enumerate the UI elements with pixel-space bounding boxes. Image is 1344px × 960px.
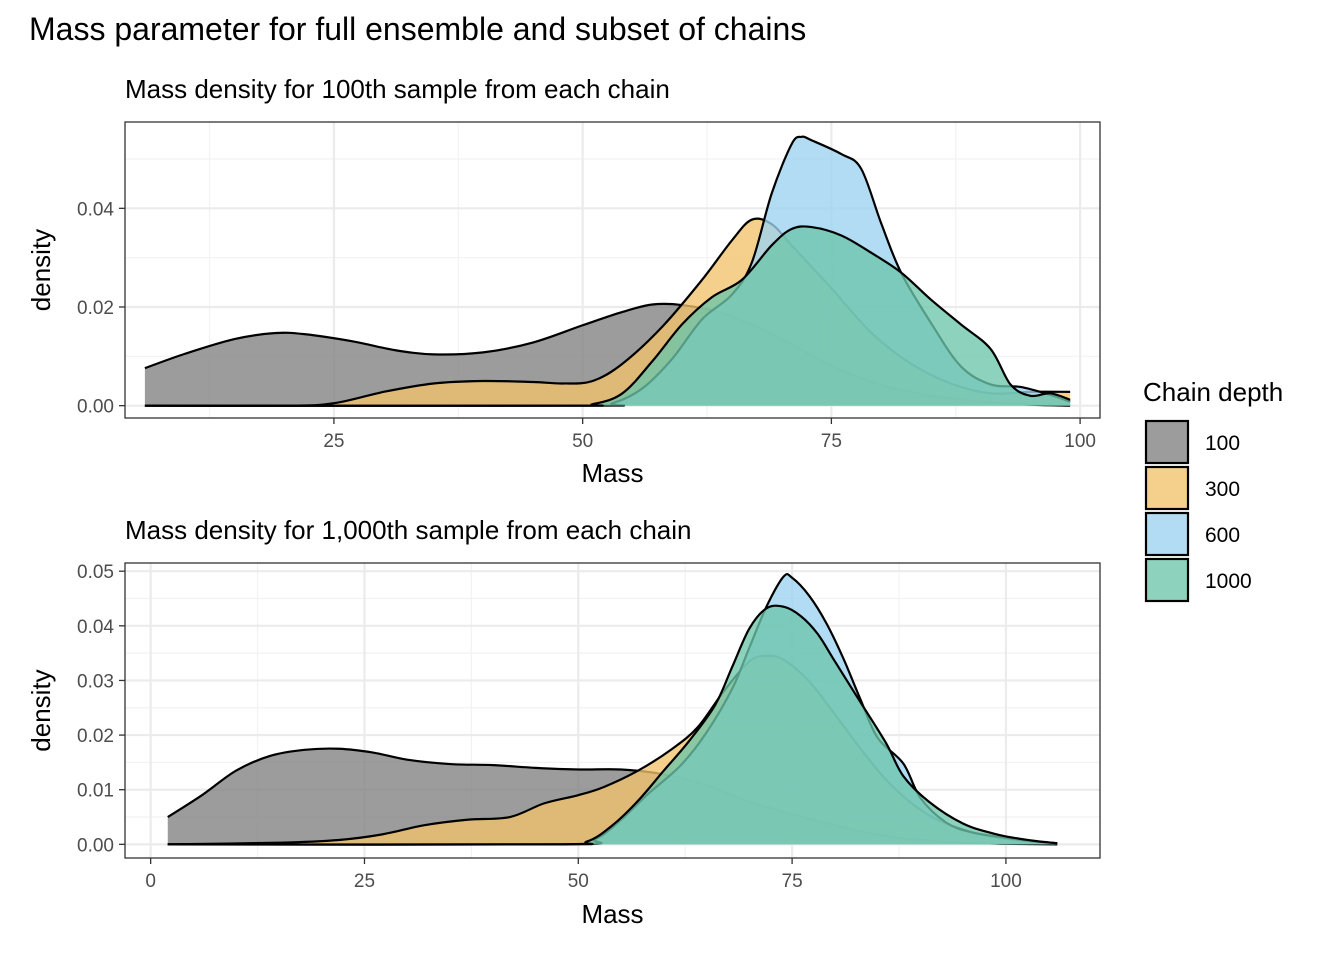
- x-tick-label: 25: [354, 871, 375, 892]
- x-tick-label: 100: [990, 871, 1022, 892]
- legend-key-600: [1144, 511, 1190, 557]
- x-tick-label: 50: [572, 431, 593, 452]
- x-tick-label: 75: [782, 871, 803, 892]
- panel-border: [124, 562, 1101, 859]
- panel-top: Mass density for 100th sample from each …: [26, 74, 1101, 488]
- x-axis-title: Mass: [581, 899, 643, 929]
- legend-key-1000: [1144, 557, 1190, 603]
- x-tick-label: 0: [145, 871, 156, 892]
- legend-label-300: 300: [1205, 478, 1240, 501]
- y-tick-label: 0.02: [77, 726, 114, 747]
- legend-key-300: [1144, 465, 1190, 511]
- figure-title: Mass parameter for full ensemble and sub…: [29, 11, 806, 47]
- y-axis-title: density: [26, 669, 56, 751]
- legend-label-1000: 1000: [1205, 570, 1252, 593]
- legend-title: Chain depth: [1143, 377, 1283, 407]
- legend-label-600: 600: [1205, 524, 1240, 547]
- density-line-1000: [144, 225, 1071, 407]
- y-tick-label: 0.04: [77, 617, 114, 638]
- panel-border: [124, 121, 1101, 419]
- legend-label-100: 100: [1205, 432, 1240, 455]
- y-tick-label: 0.05: [77, 562, 114, 583]
- x-tick-label: 50: [568, 871, 589, 892]
- x-tick-label: 25: [323, 431, 344, 452]
- panel-title: Mass density for 1,000th sample from eac…: [125, 515, 692, 545]
- y-tick-label: 0.01: [77, 781, 114, 802]
- x-tick-label: 75: [821, 431, 842, 452]
- density-area-1000: [167, 605, 1058, 845]
- legend-key-100: [1144, 419, 1190, 465]
- density-line-1000: [167, 604, 1058, 846]
- y-tick-label: 0.03: [77, 671, 114, 692]
- legend: Chain depth 100 300 600 1000: [1143, 377, 1283, 603]
- y-axis-title: density: [26, 229, 56, 311]
- y-tick-label: 0.04: [77, 199, 114, 220]
- x-tick-label: 100: [1064, 431, 1096, 452]
- y-tick-label: 0.00: [77, 397, 114, 418]
- density-area-1000: [144, 226, 1071, 406]
- y-tick-label: 0.00: [77, 835, 114, 856]
- y-tick-label: 0.02: [77, 298, 114, 319]
- panel-bottom: Mass density for 1,000th sample from eac…: [26, 515, 1101, 929]
- panel-title: Mass density for 100th sample from each …: [125, 74, 670, 104]
- x-axis-title: Mass: [581, 458, 643, 488]
